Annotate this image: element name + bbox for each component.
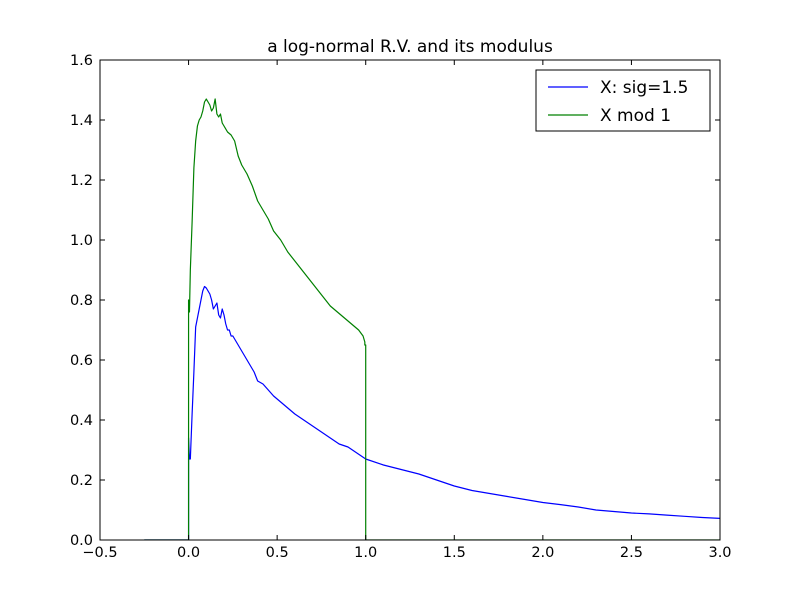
y-tick-label: 0.8 bbox=[70, 293, 93, 309]
x-tick-label: 0.0 bbox=[177, 545, 200, 561]
x-tick-label: 2.5 bbox=[620, 545, 643, 561]
plot-area-background bbox=[100, 60, 720, 540]
x-tick-label: 1.0 bbox=[354, 545, 377, 561]
x-tick-label: 3.0 bbox=[708, 545, 731, 561]
y-tick-label: 1.0 bbox=[70, 233, 93, 249]
series-line-1 bbox=[144, 98, 720, 540]
y-tick-label: 1.6 bbox=[70, 53, 93, 69]
x-tick-label: 1.5 bbox=[443, 545, 466, 561]
legend-entry-x-mod: X mod 1 bbox=[600, 106, 671, 126]
series-line-0 bbox=[144, 285, 720, 540]
x-tick-label: −0.5 bbox=[82, 545, 117, 561]
ticks-layer: −0.5 0.0 0.5 1.0 1.5 2.0 2.5 3.00.00.20.40.60.8… bbox=[70, 53, 732, 561]
y-tick-label: 1.4 bbox=[70, 113, 93, 129]
y-tick-label: 1.2 bbox=[70, 173, 93, 189]
legend: X: sig=1.5 X mod 1 bbox=[535, 69, 711, 132]
y-tick-label: 0.0 bbox=[70, 533, 93, 549]
x-tick-label: 2.0 bbox=[531, 545, 554, 561]
legend-box bbox=[535, 69, 711, 132]
chart-title: a log-normal R.V. and its modulus bbox=[267, 37, 553, 57]
y-tick-label: 0.2 bbox=[70, 473, 93, 489]
y-tick-label: 0.6 bbox=[70, 353, 93, 369]
legend-entry-x-sig: X: sig=1.5 bbox=[600, 78, 688, 98]
x-tick-label: 0.5 bbox=[266, 545, 289, 561]
series-layer bbox=[144, 98, 720, 540]
y-tick-label: 0.4 bbox=[70, 413, 93, 429]
